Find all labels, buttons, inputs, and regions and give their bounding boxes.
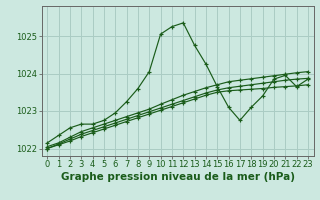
X-axis label: Graphe pression niveau de la mer (hPa): Graphe pression niveau de la mer (hPa) [60, 172, 295, 182]
